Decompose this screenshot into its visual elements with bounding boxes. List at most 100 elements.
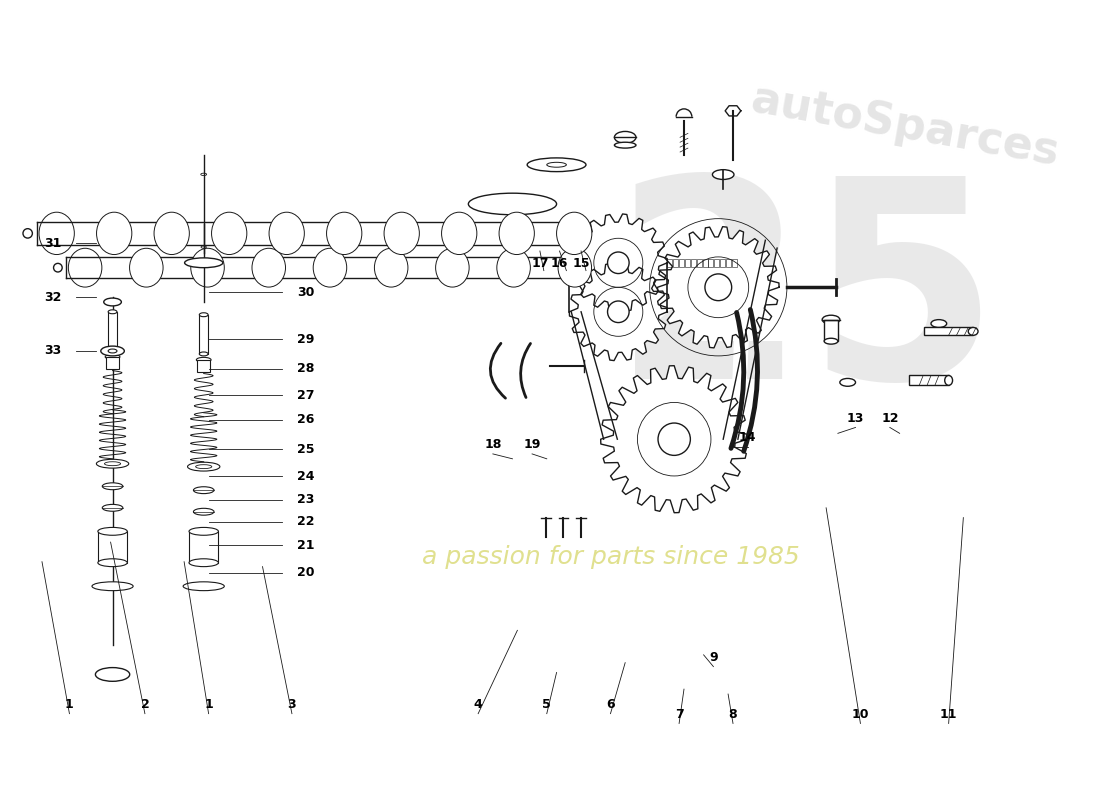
FancyArrowPatch shape xyxy=(520,343,530,398)
Text: 20: 20 xyxy=(297,566,315,579)
Ellipse shape xyxy=(194,486,214,494)
Polygon shape xyxy=(658,226,779,348)
Polygon shape xyxy=(601,366,748,513)
Ellipse shape xyxy=(558,248,592,287)
Bar xyxy=(98,531,128,562)
Bar xyxy=(726,259,732,266)
Text: 22: 22 xyxy=(297,515,315,528)
Ellipse shape xyxy=(154,212,189,254)
Text: 6: 6 xyxy=(606,698,615,710)
Ellipse shape xyxy=(327,212,362,254)
Ellipse shape xyxy=(104,462,121,466)
Circle shape xyxy=(705,274,732,301)
Ellipse shape xyxy=(97,459,129,468)
Text: 3: 3 xyxy=(287,698,296,710)
Ellipse shape xyxy=(185,258,223,268)
Text: 19: 19 xyxy=(524,438,541,451)
Text: 28: 28 xyxy=(297,362,315,375)
Bar xyxy=(924,327,974,335)
Text: 25: 25 xyxy=(614,167,1000,437)
Bar xyxy=(720,259,725,266)
Bar xyxy=(824,320,838,341)
Ellipse shape xyxy=(98,527,128,535)
Ellipse shape xyxy=(199,313,208,317)
Ellipse shape xyxy=(314,248,346,287)
Ellipse shape xyxy=(68,248,102,287)
Text: 24: 24 xyxy=(297,470,315,483)
Bar xyxy=(714,259,719,266)
Circle shape xyxy=(658,423,691,455)
Ellipse shape xyxy=(615,131,636,143)
Text: 31: 31 xyxy=(44,237,62,250)
Ellipse shape xyxy=(839,378,856,386)
Bar xyxy=(679,259,684,266)
Ellipse shape xyxy=(130,248,163,287)
Ellipse shape xyxy=(189,558,219,566)
Bar xyxy=(685,259,690,266)
Ellipse shape xyxy=(931,320,947,327)
Text: 1: 1 xyxy=(205,698,213,710)
Text: 14: 14 xyxy=(739,431,757,444)
Bar xyxy=(703,259,707,266)
Ellipse shape xyxy=(98,558,128,566)
Text: 23: 23 xyxy=(297,494,315,506)
Bar xyxy=(197,360,210,371)
Bar xyxy=(696,259,702,266)
Ellipse shape xyxy=(557,212,592,254)
Ellipse shape xyxy=(106,354,120,359)
Text: 10: 10 xyxy=(851,707,869,721)
Ellipse shape xyxy=(187,462,220,471)
Ellipse shape xyxy=(374,248,408,287)
Ellipse shape xyxy=(39,212,75,254)
Ellipse shape xyxy=(183,582,224,590)
Bar xyxy=(108,312,117,351)
Polygon shape xyxy=(730,307,750,454)
Ellipse shape xyxy=(945,375,953,386)
FancyArrowPatch shape xyxy=(744,310,758,451)
Text: 18: 18 xyxy=(484,438,502,451)
Text: 29: 29 xyxy=(297,333,315,346)
Polygon shape xyxy=(570,263,668,361)
Text: 11: 11 xyxy=(939,707,957,721)
Ellipse shape xyxy=(108,310,117,314)
Circle shape xyxy=(23,229,32,238)
Ellipse shape xyxy=(101,346,124,356)
Ellipse shape xyxy=(824,338,838,344)
Ellipse shape xyxy=(252,248,286,287)
Ellipse shape xyxy=(469,193,557,214)
Bar xyxy=(691,259,696,266)
Bar xyxy=(673,259,678,266)
Ellipse shape xyxy=(102,504,123,511)
Circle shape xyxy=(607,301,629,322)
Bar xyxy=(910,375,948,386)
Ellipse shape xyxy=(527,158,586,172)
Text: autoSparces: autoSparces xyxy=(747,78,1063,174)
Ellipse shape xyxy=(103,298,121,306)
Ellipse shape xyxy=(96,667,130,682)
Text: 8: 8 xyxy=(728,707,737,721)
Text: 25: 25 xyxy=(297,442,315,455)
Ellipse shape xyxy=(108,349,117,353)
Bar xyxy=(106,357,119,369)
Text: 30: 30 xyxy=(297,286,315,298)
Circle shape xyxy=(607,252,629,274)
Bar xyxy=(732,259,737,266)
Ellipse shape xyxy=(441,212,477,254)
Ellipse shape xyxy=(968,327,978,335)
Text: 9: 9 xyxy=(710,650,717,664)
Ellipse shape xyxy=(197,358,211,362)
Text: 2: 2 xyxy=(141,698,150,710)
Text: 5: 5 xyxy=(542,698,551,710)
Text: 32: 32 xyxy=(44,290,62,303)
Ellipse shape xyxy=(97,212,132,254)
Text: 7: 7 xyxy=(674,707,683,721)
Ellipse shape xyxy=(189,527,219,535)
Text: 1: 1 xyxy=(65,698,74,710)
Bar xyxy=(199,314,208,354)
Ellipse shape xyxy=(713,170,734,179)
Bar xyxy=(668,259,672,266)
Ellipse shape xyxy=(211,212,246,254)
Ellipse shape xyxy=(196,465,212,469)
FancyArrowPatch shape xyxy=(491,343,506,398)
Bar xyxy=(189,531,219,562)
